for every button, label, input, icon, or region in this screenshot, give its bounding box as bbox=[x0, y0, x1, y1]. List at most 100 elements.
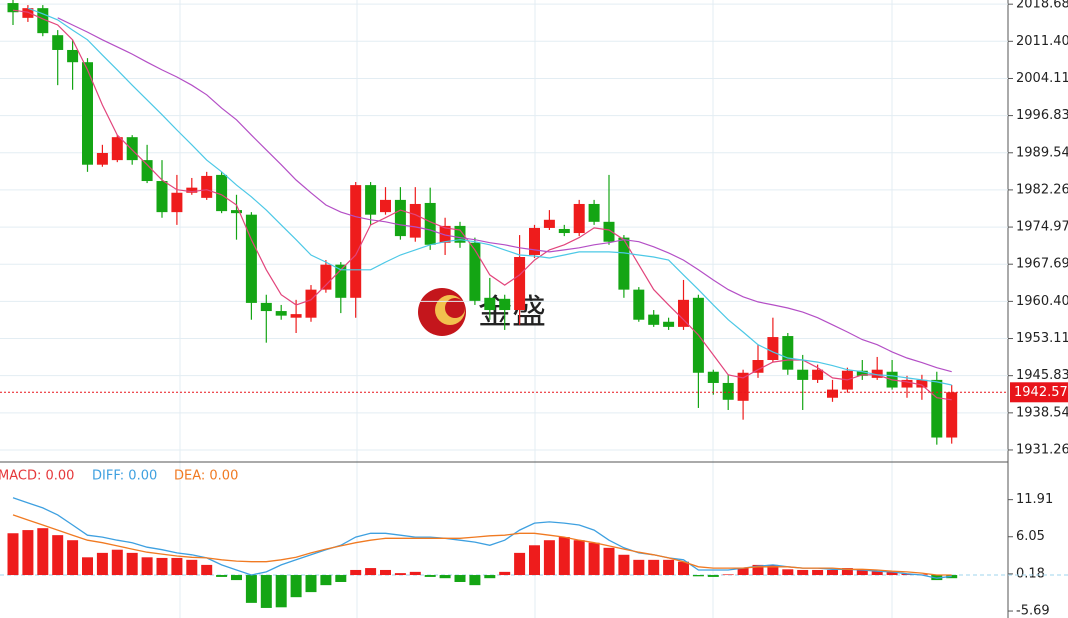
macd-bar bbox=[7, 533, 19, 576]
macd-bar bbox=[111, 549, 123, 576]
macd-bar bbox=[841, 568, 853, 576]
candle-body bbox=[335, 264, 347, 298]
macd-bar bbox=[856, 569, 868, 576]
macd-bar bbox=[275, 575, 287, 608]
y-tick-label: 1996.83 bbox=[1016, 108, 1068, 123]
candle-body bbox=[663, 321, 675, 327]
macd-bar bbox=[260, 575, 272, 608]
macd-bar bbox=[678, 561, 689, 576]
y-tick-label: 1967.69 bbox=[1016, 257, 1068, 272]
candle-body bbox=[648, 314, 660, 325]
candle-body bbox=[260, 302, 272, 312]
macd-bar bbox=[529, 545, 540, 576]
macd-bar bbox=[37, 528, 49, 576]
candle-body bbox=[543, 219, 555, 228]
candle-body bbox=[290, 314, 302, 318]
y-tick-label: 2004.11 bbox=[1016, 71, 1068, 86]
candle-body bbox=[111, 137, 123, 161]
macd-bar bbox=[201, 564, 213, 576]
last-price-label: 1942.57 bbox=[1014, 385, 1068, 400]
macd-bar bbox=[827, 569, 838, 576]
macd-bar bbox=[245, 575, 257, 603]
candle-body bbox=[231, 210, 242, 214]
candle-body bbox=[52, 35, 64, 50]
macd-bar bbox=[439, 575, 451, 579]
y-tick-label: 1974.97 bbox=[1016, 220, 1068, 235]
candle-body bbox=[216, 174, 228, 212]
candle-body bbox=[245, 214, 257, 303]
candle-body bbox=[558, 228, 570, 234]
macd-bar bbox=[588, 542, 600, 576]
candle-body bbox=[126, 137, 138, 161]
candle-body bbox=[67, 49, 79, 63]
candle-body bbox=[439, 225, 451, 243]
y-tick-label: 1960.40 bbox=[1016, 294, 1068, 309]
candle-body bbox=[737, 372, 749, 401]
macd-bar bbox=[767, 564, 779, 576]
candle-body bbox=[871, 369, 883, 378]
candle-body bbox=[618, 237, 630, 290]
macd-bar bbox=[82, 557, 93, 576]
macd-bar bbox=[409, 571, 421, 576]
candle-body bbox=[96, 152, 108, 165]
macd-bar bbox=[648, 559, 660, 576]
legend-entry: MACD: 0.00 bbox=[0, 469, 74, 484]
candle-body bbox=[350, 185, 362, 298]
candle-body bbox=[707, 371, 719, 383]
candle-body bbox=[588, 203, 600, 222]
macd-bar bbox=[171, 557, 183, 576]
macd-bar bbox=[871, 571, 883, 576]
y-tick-label: 1982.26 bbox=[1016, 182, 1068, 197]
macd-bar bbox=[454, 575, 466, 582]
macd-bar bbox=[633, 559, 645, 576]
macd-bar bbox=[514, 552, 526, 576]
macd-bar bbox=[558, 537, 570, 576]
candle-body bbox=[37, 8, 49, 34]
candle-body bbox=[916, 379, 928, 388]
candle-body bbox=[767, 337, 779, 361]
macd-bar bbox=[469, 575, 481, 586]
macd-bar bbox=[67, 540, 79, 576]
candle-body bbox=[275, 311, 287, 316]
macd-bar bbox=[126, 552, 138, 576]
candle-body bbox=[186, 187, 198, 193]
candle-body bbox=[394, 199, 406, 237]
macd-bar bbox=[692, 575, 704, 577]
candle-body bbox=[782, 336, 794, 370]
macd-bar bbox=[707, 575, 719, 577]
candle-body bbox=[82, 62, 93, 165]
candle-body bbox=[946, 392, 958, 438]
candle-body bbox=[141, 160, 153, 182]
y-tick-label: 1931.26 bbox=[1016, 442, 1068, 457]
macd-bar bbox=[365, 568, 377, 576]
line bbox=[27, 7, 952, 386]
candle-body bbox=[469, 242, 481, 301]
candle-body bbox=[380, 199, 391, 213]
macd-bar bbox=[484, 575, 496, 579]
macd-bar bbox=[320, 575, 332, 586]
vertical-grid bbox=[179, 0, 893, 618]
candle-body bbox=[201, 175, 213, 198]
candle-body bbox=[603, 221, 615, 242]
candle-body bbox=[409, 203, 421, 238]
candle-body bbox=[424, 202, 436, 245]
macd-bar bbox=[141, 557, 153, 576]
legend-entry: DEA: 0.00 bbox=[174, 469, 238, 484]
candle-body bbox=[305, 289, 317, 318]
y-tick-label: 1989.54 bbox=[1016, 145, 1068, 160]
candle-body bbox=[901, 379, 913, 388]
candle-body bbox=[529, 227, 540, 255]
macd-bar bbox=[737, 568, 749, 576]
candle-body bbox=[812, 369, 824, 380]
macd-bar bbox=[722, 574, 734, 576]
macd-bar bbox=[216, 575, 228, 577]
candle-body bbox=[678, 299, 689, 327]
candle-body bbox=[171, 192, 183, 213]
macd-bar bbox=[22, 530, 34, 576]
candle-body bbox=[856, 370, 868, 376]
candle-body bbox=[156, 181, 168, 213]
candle-body bbox=[320, 264, 332, 290]
y-tick-label: 11.91 bbox=[1016, 492, 1053, 507]
